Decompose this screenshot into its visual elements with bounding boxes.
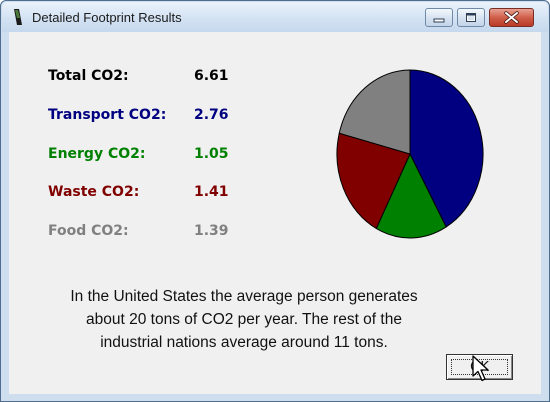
- pie-slice-transport: [409, 69, 484, 228]
- mouse-cursor-icon: [472, 355, 489, 382]
- minimize-button[interactable]: [425, 8, 453, 27]
- title-bar[interactable]: Detailed Footprint Results: [2, 2, 548, 32]
- waste-co2-label: Waste CO2:: [48, 184, 140, 200]
- transport-co2-label: Transport CO2:: [48, 107, 167, 123]
- maximize-button[interactable]: [457, 8, 485, 27]
- total-co2-value: 6.61: [194, 68, 229, 84]
- app-icon: [14, 9, 22, 25]
- close-button[interactable]: [489, 8, 534, 27]
- total-co2-label: Total CO2:: [48, 68, 129, 84]
- maximize-icon: [466, 13, 476, 22]
- info-message: In the United States the average person …: [39, 285, 449, 354]
- waste-co2-value: 1.41: [194, 184, 229, 200]
- energy-co2-value: 1.05: [194, 146, 229, 162]
- pie-slice-energy: [375, 152, 447, 239]
- pie-slice-waste: [336, 132, 411, 230]
- window-title: Detailed Footprint Results: [32, 10, 182, 25]
- info-message-line-2: about 20 tons of CO2 per year. The rest …: [86, 311, 402, 328]
- food-co2-value: 1.39: [194, 223, 229, 239]
- pie-slice-food: [338, 69, 411, 155]
- info-message-line-1: In the United States the average person …: [70, 288, 418, 305]
- close-icon: [504, 11, 519, 24]
- transport-co2-value: 2.76: [194, 107, 229, 123]
- energy-co2-label: Energy CO2:: [48, 146, 146, 162]
- food-co2-label: Food CO2:: [48, 223, 129, 239]
- minimize-icon: [433, 18, 445, 23]
- dialog-content: Total CO2: 6.61 Transport CO2: 2.76 Ener…: [9, 32, 541, 394]
- co2-pie-chart: [336, 69, 484, 239]
- info-message-line-3: industrial nations average around 11 ton…: [100, 334, 388, 351]
